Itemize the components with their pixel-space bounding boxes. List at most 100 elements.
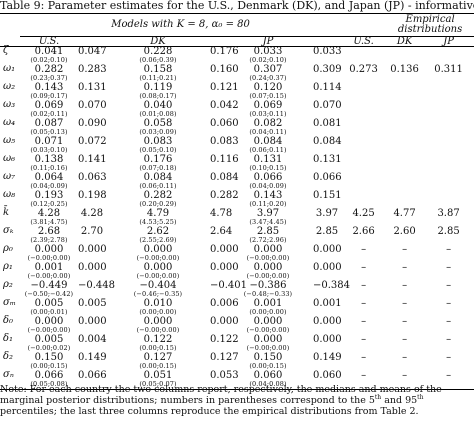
cell-dk-median: 0.176	[210, 46, 239, 57]
cell-empirical-us	[341, 155, 386, 173]
posterior-mean: 0.122	[143, 334, 173, 345]
cell-empirical-dk: –	[402, 280, 408, 291]
cell-us-posterior: 0.066 (0.05;0.08)	[20, 371, 78, 390]
cell-jp-posterior: 0.001 (0.00;0.00)	[223, 299, 313, 317]
cell-us-posterior: 0.000 (−0.00;0.00)	[20, 317, 78, 335]
cell-jp-median: 0.060	[313, 371, 342, 390]
cell-empirical-us	[341, 47, 386, 66]
percentile-interval: (0.11;0.21)	[139, 74, 177, 82]
cell-jp-median: 0.081	[313, 118, 342, 129]
table-row: ρ₀ 0.000 (−0.00;0.00) 0.000 0.000 (−0.00;0.00…	[0, 244, 474, 263]
posterior-mean: 2.85	[256, 226, 280, 237]
percentile-interval: (0.23;0.37)	[30, 74, 68, 82]
cell-empirical-jp	[423, 155, 474, 173]
cell-us-posterior: 0.087 (0.05;0.13)	[20, 119, 78, 137]
cell-empirical-dk	[386, 47, 423, 66]
cell-dk-median: 0.000	[210, 262, 239, 273]
cell-dk-posterior: 0.282 (0.20;0.29)	[106, 191, 210, 209]
posterior-mean: 4.28	[37, 208, 61, 219]
cell-jp-median: 3.97	[315, 208, 339, 219]
cell-us-median: 0.141	[78, 154, 107, 165]
percentile-interval: (0.24;0.37)	[249, 74, 287, 82]
percentile-interval: (−0.00;0.00)	[246, 272, 290, 280]
cell-us-median: 0.149	[78, 352, 107, 363]
table-row: ω₃ 0.069 (0.02;0.11) 0.070 0.040 (0.01;0.08) 0…	[0, 99, 474, 119]
posterior-mean: −0.449	[30, 280, 68, 291]
cell-us-median: 0.090	[78, 118, 107, 129]
percentile-interval: (0.07;0.15)	[249, 92, 287, 100]
posterior-mean: 4.79	[146, 208, 170, 219]
cell-dk-median: 0.160	[210, 64, 239, 75]
percentile-interval: (−0.48;−0.33)	[243, 290, 293, 298]
percentile-interval: (0.00;0.01)	[30, 308, 68, 316]
note-text-3: percentiles; the last three columns repr…	[0, 406, 419, 417]
percentile-interval: (0.06;0.39)	[139, 56, 177, 64]
table-row: δ₀ 0.000 (−0.00;0.00) 0.000 0.000 (−0.00;0.00…	[0, 315, 474, 335]
cell-jp-posterior: 0.000 (−0.00;0.00)	[223, 245, 313, 263]
cell-jp-median: 0.114	[313, 82, 342, 93]
percentile-interval: (−0.50;−0.42)	[24, 290, 74, 298]
cell-empirical-jp: –	[446, 244, 452, 255]
parameter-symbol: ω₅	[3, 135, 16, 146]
percentile-interval: (0.00;0.00)	[249, 308, 287, 316]
posterior-mean: 0.060	[253, 370, 283, 381]
percentile-interval: (0.02;0.11)	[30, 110, 68, 118]
cell-jp-posterior: 0.150 (0.00;0.15)	[223, 353, 313, 371]
posterior-mean: 0.001	[253, 298, 283, 309]
posterior-mean: 0.176	[143, 154, 173, 165]
cell-us-median: 0.004	[78, 334, 107, 345]
cell-empirical-us	[341, 119, 386, 137]
posterior-mean: 0.143	[253, 190, 283, 201]
note-text-2: and 95	[381, 395, 418, 406]
cell-jp-median: 2.85	[315, 226, 339, 237]
table-group-header: Models with K = 8, α₀ = 80 Empirical dis…	[0, 13, 474, 37]
cell-empirical-jp	[423, 101, 474, 119]
cell-empirical-us: –	[341, 371, 387, 390]
table-note: Note: For each country the two columns r…	[0, 384, 474, 417]
percentile-interval: (0.20;0.29)	[139, 200, 177, 208]
cell-empirical-dk	[386, 101, 423, 119]
parameter-symbol: ω₃	[3, 99, 16, 110]
percentile-interval: (2.72;2.96)	[249, 236, 287, 244]
cell-empirical-dk: –	[402, 316, 408, 327]
col-header-emp-us: U.S.	[341, 36, 387, 47]
cell-us-median: 0.005	[78, 298, 107, 309]
cell-dk-median: 0.042	[210, 100, 239, 111]
parameter-symbol: σₘ	[3, 297, 16, 308]
posterior-mean: 2.62	[146, 226, 170, 237]
cell-dk-median: 0.053	[210, 371, 239, 390]
cell-dk-median: 0.121	[210, 82, 239, 93]
parameter-symbol: ω₂	[3, 81, 16, 92]
table-row: σₙ 0.066 (0.05;0.08) 0.066 0.051 (0.05;0.07) 0…	[0, 370, 474, 390]
col-header-model-jp: JP	[223, 36, 313, 47]
percentile-interval: (4.53;5.25)	[139, 218, 177, 226]
cell-us-median: 2.70	[80, 226, 104, 237]
cell-empirical-jp	[423, 191, 474, 209]
percentile-interval: (0.03;0.09)	[139, 128, 177, 136]
percentile-interval: (−0.00;0.00)	[136, 254, 180, 262]
cell-dk-posterior: 0.000 (−0.00;0.00)	[106, 245, 210, 263]
posterior-mean: 0.005	[34, 334, 64, 345]
percentile-interval: (0.03;0.10)	[30, 146, 68, 154]
cell-us-posterior: 0.193 (0.12;0.25)	[20, 191, 78, 209]
cell-dk-posterior: 0.158 (0.11;0.21)	[106, 65, 210, 83]
table-row: ω₈ 0.193 (0.12;0.25) 0.198 0.282 (0.20;0.29) 0…	[0, 190, 474, 209]
parameter-symbol: δ₀	[3, 315, 14, 326]
cell-jp-median: 0.151	[313, 190, 342, 201]
cell-empirical-us: 2.66	[352, 226, 375, 237]
cell-us-posterior: 0.001 (−0.00;0.00)	[20, 263, 78, 281]
cell-us-median: 0.063	[78, 172, 107, 183]
posterior-mean: 0.066	[253, 172, 283, 183]
percentile-interval: (−0.00;0.00)	[27, 326, 71, 334]
cell-dk-posterior: 0.119 (0.08;0.17)	[106, 83, 210, 101]
percentile-interval: (0.04;0.11)	[249, 128, 287, 136]
table-row: ρ₂ −0.449 (−0.50;−0.42) −0.448 −0.404 (−0.46;…	[0, 280, 474, 299]
table-row: σₘ 0.005 (0.00;0.01) 0.005 0.010 (0.00;0.00) 0…	[0, 297, 474, 317]
percentile-interval: (−0.00;0.00)	[136, 272, 180, 280]
parameter-symbol: σₙ	[0, 370, 20, 390]
parameter-symbol: ω₆	[3, 153, 16, 164]
posterior-mean: 0.069	[34, 100, 64, 111]
posterior-mean: 0.082	[253, 118, 283, 129]
cell-us-posterior: 0.064 (0.04;0.09)	[20, 173, 78, 191]
cell-us-median: 0.131	[78, 82, 107, 93]
